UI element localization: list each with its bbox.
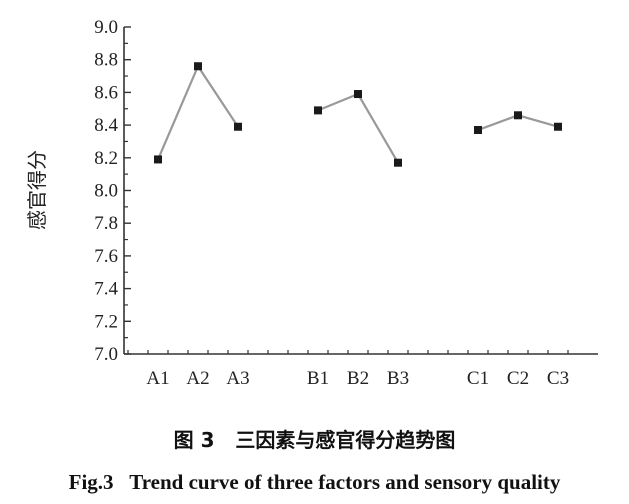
x-tick-label: C1 — [467, 368, 489, 389]
data-point-A3 — [234, 122, 242, 131]
series-line-group-1 — [156, 63, 239, 160]
figure-title-cn: 三因素与感官得分趋势图 — [235, 428, 456, 452]
x-tick-label: A2 — [186, 368, 209, 389]
y-tick-label: 7.0 — [94, 344, 118, 365]
y-tick-label: 7.6 — [94, 246, 118, 267]
series-lines — [156, 63, 559, 164]
y-axis-title: 感官得分 — [25, 150, 49, 230]
data-point-C1 — [474, 126, 482, 135]
y-tick-label: 8.8 — [94, 50, 118, 71]
data-point-C2 — [514, 111, 522, 120]
x-tick-label: A3 — [226, 368, 249, 389]
y-axis-ticks: 7.0 7.2 7.4 7.6 7.8 8.0 8.2 8.4 8.6 8.8 9.0 — [94, 17, 131, 365]
figure-number-cn: 图 3 — [173, 428, 215, 452]
data-markers — [154, 62, 562, 167]
y-tick-label: 7.4 — [94, 279, 118, 300]
x-tick-label: A1 — [146, 368, 169, 389]
figure-number-en: Fig.3 — [68, 470, 114, 494]
y-tick-label: 8.6 — [94, 82, 118, 103]
y-tick-label: 8.2 — [94, 148, 118, 169]
x-tick-label: B2 — [347, 368, 369, 389]
data-point-C3 — [554, 122, 562, 131]
axes — [123, 27, 598, 355]
y-tick-label: 8.4 — [94, 115, 118, 136]
data-point-B3 — [394, 158, 402, 167]
y-tick-label: 8.0 — [94, 181, 118, 202]
x-tick-label: C2 — [507, 368, 529, 389]
data-point-A2 — [194, 62, 202, 71]
x-axis-ticks: A1 A2 A3 B1 B2 B3 C1 C2 C3 — [127, 350, 569, 389]
trend-chart: 7.0 7.2 7.4 7.6 7.8 8.0 8.2 8.4 8.6 8.8 9.0 A1 A2 A3… — [25, 17, 598, 389]
figure-caption-english: Fig.3 Trend curve of three factors and s… — [0, 470, 629, 495]
y-tick-label: 7.2 — [94, 311, 118, 332]
y-tick-label: 7.8 — [94, 213, 118, 234]
figure-title-en: Trend curve of three factors and sensory… — [129, 470, 561, 494]
data-point-B1 — [314, 106, 322, 115]
data-point-B2 — [354, 90, 362, 99]
x-tick-label: C3 — [547, 368, 569, 389]
x-tick-label: B3 — [387, 368, 409, 389]
x-tick-label: B1 — [307, 368, 329, 389]
figure-caption-chinese: 图 3 三因素与感官得分趋势图 — [0, 424, 629, 453]
data-point-A1 — [154, 155, 162, 164]
y-tick-label: 9.0 — [94, 17, 118, 38]
series-line-group-2 — [317, 92, 399, 164]
